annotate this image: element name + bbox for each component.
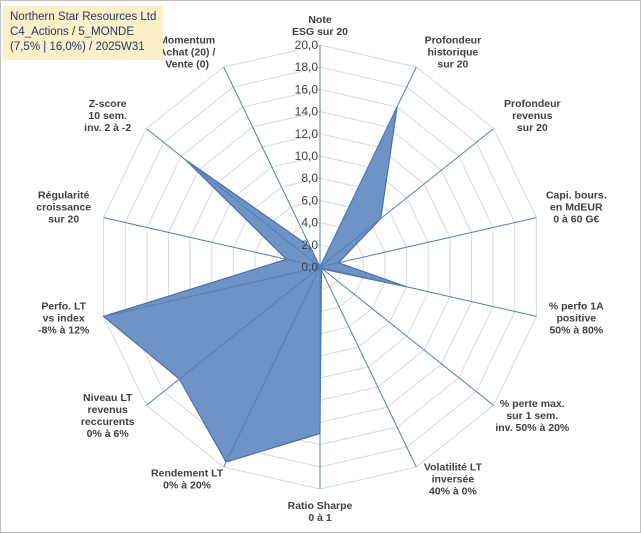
radial-tick-label: 6,0 <box>301 193 318 207</box>
category-label-line: Momentum <box>159 35 215 47</box>
category-label-line: % perfo 1A <box>549 301 604 313</box>
category-label-line: sur 1 sem. <box>506 410 558 422</box>
category-label-line: Niveau LT <box>83 392 133 404</box>
category-label-line: Régularité <box>38 189 90 201</box>
radial-tick-label: 4,0 <box>301 216 318 230</box>
category-label-line: Profondeur <box>425 35 482 47</box>
category-label-line: Z-score <box>89 98 127 110</box>
category-label-line: inv. 2 à -2 <box>84 122 131 134</box>
category-label-line: 40% à 0% <box>429 485 478 497</box>
category-label-line: Vente (0) <box>165 59 209 71</box>
radial-tick-label: 0,0 <box>301 260 318 274</box>
category-label-line: historique <box>428 47 479 59</box>
category-label: Momentum Achat (20) / Vente (0) <box>159 35 216 71</box>
category-label-line: reccurents <box>81 416 135 428</box>
category-label-line: 0% à 20% <box>163 479 212 491</box>
radial-tick-label: 20,0 <box>295 38 319 52</box>
spoke-line <box>319 128 494 268</box>
category-label-line: % perte max. <box>500 398 565 410</box>
category-label: Z-score 10 sem. inv. 2 à -2 <box>84 98 131 134</box>
category-label-line: en MdEUR <box>550 201 603 213</box>
category-label-line: revenus <box>512 110 552 122</box>
category-label-line: sur 20 <box>437 59 468 71</box>
category-label-line: inv. 50% à 20% <box>495 422 570 434</box>
category-label-line: sur 20 <box>517 122 548 134</box>
radial-tick-label: 10,0 <box>295 149 319 163</box>
category-label: Volatilité LT inversée 40% à 0% <box>424 461 483 497</box>
radial-tick-label: 16,0 <box>295 82 319 96</box>
category-label-line: 0 à 60 G€ <box>553 213 599 225</box>
category-label: Note ESG sur 20 <box>292 14 348 38</box>
spoke-line <box>146 128 321 268</box>
spoke-line <box>319 217 537 268</box>
category-label-line: 50% à 80% <box>549 325 603 337</box>
radial-tick-label: 18,0 <box>295 60 319 74</box>
chart-title-line-1: Northern Star Resources Ltd <box>10 11 157 23</box>
category-label-line: Profondeur <box>504 98 561 110</box>
radial-tick-label: 12,0 <box>295 127 319 141</box>
category-label-line: Volatilité LT <box>424 461 483 473</box>
category-label-line: Achat (20) / <box>159 47 216 59</box>
radial-tick-label: 8,0 <box>301 171 318 185</box>
spoke-line <box>319 66 417 268</box>
spoke-line <box>103 217 321 268</box>
category-label-line: sur 20 <box>48 213 79 225</box>
category-label: Perfo. LT vs index -8% à 12% <box>38 301 90 337</box>
category-label-line: inversée <box>432 473 475 485</box>
category-label-line: 0 à 1 <box>308 512 332 524</box>
chart-title-box: Northern Star Resources Ltd C4_Actions /… <box>3 6 164 60</box>
category-label: Rendement LT 0% à 20% <box>151 467 224 491</box>
category-label: Capi. bours. en MdEUR 0 à 60 G€ <box>546 189 607 225</box>
category-label-line: Capi. bours. <box>546 189 607 201</box>
category-label-line: Ratio Sharpe <box>288 500 353 512</box>
category-label: Profondeur revenus sur 20 <box>504 98 561 134</box>
category-label: Niveau LT revenus reccurents 0% à 6% <box>81 392 135 440</box>
spoke-line <box>319 266 494 406</box>
category-label: Profondeur historique sur 20 <box>425 35 482 71</box>
category-label-line: positive <box>556 313 596 325</box>
spoke-line <box>223 66 321 268</box>
category-label: % perfo 1A positive 50% à 80% <box>549 301 604 337</box>
radial-tick-label: 2,0 <box>301 238 318 252</box>
category-label-line: revenus <box>88 404 128 416</box>
category-label-line: Rendement LT <box>151 467 224 479</box>
chart-title-line-3: (7,5% | 16,0%) / 2025W31 <box>10 41 145 53</box>
spoke-line <box>146 266 321 406</box>
chart-title-line-2: C4_Actions / 5_MONDE <box>10 26 134 38</box>
category-label-line: 0% à 6% <box>87 428 130 440</box>
spoke-line <box>319 266 417 468</box>
category-label-line: Perfo. LT <box>41 301 86 313</box>
category-label-line: Note <box>308 14 331 26</box>
category-label-line: -8% à 12% <box>38 325 90 337</box>
category-label-line: croissance <box>36 201 91 213</box>
category-label-line: ESG sur 20 <box>292 26 348 38</box>
radial-tick-label: 14,0 <box>295 105 319 119</box>
spoke-line <box>223 266 321 468</box>
category-label: Régularité croissance sur 20 <box>36 189 91 225</box>
data-area <box>102 106 407 463</box>
category-label-line: 10 sem. <box>88 110 127 122</box>
category-label-line: vs index <box>43 313 85 325</box>
spoke-line <box>103 266 321 317</box>
spoke-line <box>319 266 537 317</box>
category-label: % perte max. sur 1 sem. inv. 50% à 20% <box>495 398 570 434</box>
category-label: Ratio Sharpe 0 à 1 <box>288 500 353 524</box>
